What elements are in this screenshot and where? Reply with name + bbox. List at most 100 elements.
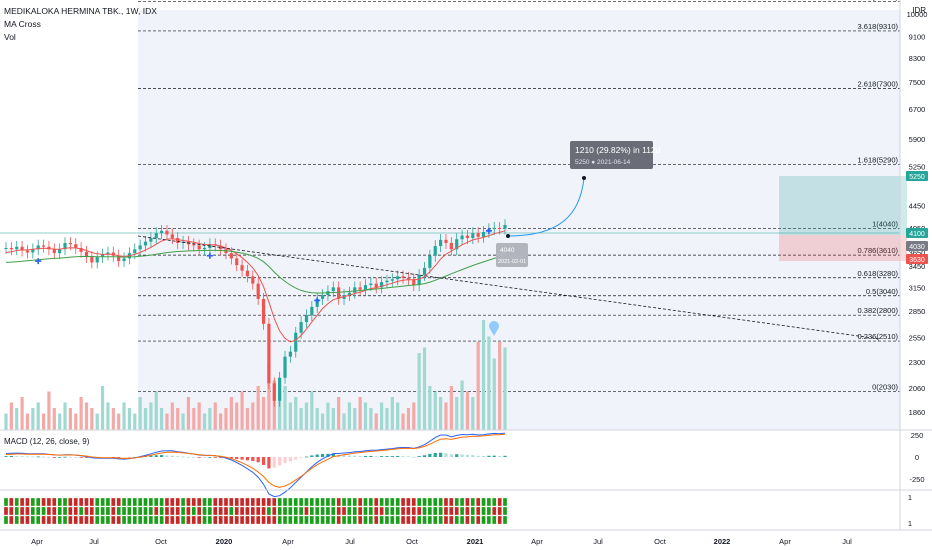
heat-cell: [374, 497, 379, 507]
long-position-loss-zone[interactable]: [779, 235, 907, 261]
heat-cell: [486, 515, 492, 525]
heat-cell: [186, 515, 191, 525]
candle-body: [385, 280, 389, 283]
heat-cell: [417, 497, 422, 507]
fib-level-label: 0(2030): [872, 382, 898, 391]
heat-cell: [143, 515, 148, 525]
heat-cell: [234, 506, 239, 516]
heat-cell: [293, 515, 298, 525]
indicator-ma-cross[interactable]: MA Cross: [4, 19, 41, 29]
heat-cell: [229, 497, 234, 507]
macd-histogram-bar: [487, 455, 491, 457]
candle-body: [449, 242, 453, 250]
price-axis-tick: 3450: [909, 262, 926, 271]
candle-body: [444, 239, 448, 243]
heat-cell: [341, 497, 347, 507]
price-axis-tick: 6700: [909, 105, 926, 114]
indicator-volume[interactable]: Vol: [4, 32, 16, 42]
projection-end-point[interactable]: [582, 176, 586, 180]
candle-body: [160, 230, 164, 234]
volume-bar: [154, 391, 158, 430]
volume-bar: [288, 402, 292, 430]
measure-tooltip: 1210 (29.82%) in 112d 5250 ● 2021-06-14: [570, 141, 661, 169]
heat-cell: [164, 515, 170, 525]
symbol-title[interactable]: MEDIKALOKA HERMINA TBK., 1W, IDX: [4, 6, 157, 16]
candle-body: [465, 235, 470, 239]
heat-cell: [320, 497, 325, 507]
candle-body: [283, 356, 287, 378]
volume-bar: [379, 402, 384, 430]
macd-histogram-bar: [213, 457, 217, 458]
fib-level-label: 3.618(9310): [858, 22, 899, 31]
price-axis-tick: 7500: [909, 78, 926, 87]
heat-cell: [357, 497, 363, 507]
price-series: [4, 219, 507, 407]
volume-bar: [342, 413, 346, 430]
macd-histogram-bar: [186, 456, 191, 458]
volume-bar: [481, 320, 486, 430]
candle-body: [63, 242, 67, 250]
heat-cell: [411, 515, 416, 525]
macd-histogram-bar: [315, 454, 319, 457]
candle-body: [219, 245, 223, 250]
price-axis-tick: 5250: [909, 162, 926, 171]
heat-cell: [272, 515, 277, 525]
macd-histogram-bar: [117, 457, 121, 458]
volume-bar: [471, 397, 475, 430]
macd-histogram-bar: [47, 456, 51, 458]
fib-level-label: 1(4040): [872, 219, 898, 228]
heat-cell: [57, 506, 62, 516]
volume-bar: [31, 408, 35, 430]
candle-body: [117, 255, 121, 262]
projection-start-point[interactable]: [506, 234, 510, 238]
heat-cell: [497, 515, 502, 525]
macd-histogram-bar: [299, 457, 303, 458]
heat-cell: [309, 506, 314, 516]
heat-cell: [352, 515, 357, 525]
heat-cell: [352, 506, 357, 516]
bottom-indicator-pane: [3, 497, 508, 525]
projection-arrow[interactable]: [507, 177, 585, 237]
macd-histogram-bar: [503, 455, 507, 457]
heat-cell: [331, 506, 336, 516]
candle-body: [90, 257, 94, 263]
heat-cell: [384, 506, 390, 516]
heat-cell: [293, 506, 298, 516]
price-tag-value: 3630: [909, 257, 925, 264]
ma-fast-line: [5, 230, 506, 343]
drawings-layer[interactable]: 1210 (29.82%) in 112d 5250 ● 2021-06-14 …: [137, 141, 907, 340]
heat-cell: [25, 506, 30, 516]
heat-cell: [202, 506, 207, 516]
heat-cell: [9, 506, 14, 516]
volume-bar: [363, 402, 368, 430]
macd-histogram-bar: [374, 456, 378, 458]
candle-body: [492, 227, 496, 230]
heat-cell: [411, 506, 416, 516]
heat-cell: [105, 497, 111, 507]
heat-cell: [379, 515, 384, 525]
candle-body: [122, 258, 126, 262]
heat-cell: [250, 515, 255, 525]
macd-histogram-bar: [235, 457, 239, 459]
long-position-profit-zone[interactable]: [779, 176, 907, 235]
volume-bar: [498, 342, 502, 430]
heat-cell: [191, 515, 196, 525]
heat-cell: [41, 506, 46, 516]
candle-body: [197, 245, 201, 250]
heat-cell: [261, 506, 266, 516]
candle-body: [433, 246, 437, 256]
price-axis-tick: 3650: [909, 248, 926, 257]
macd-histogram-bar: [4, 456, 8, 457]
fib-level-label: 0.5(3040): [866, 287, 899, 296]
heat-cell: [411, 497, 416, 507]
heat-cell: [197, 506, 202, 516]
heat-cell: [304, 506, 309, 516]
price-tag: [906, 228, 928, 238]
time-axis-tick: Jul: [345, 537, 355, 546]
heat-cell: [395, 497, 400, 507]
candle-body: [84, 251, 89, 258]
heat-cell: [438, 497, 443, 507]
time-axis-tick: Apr: [282, 537, 294, 546]
heat-cell: [132, 515, 137, 525]
